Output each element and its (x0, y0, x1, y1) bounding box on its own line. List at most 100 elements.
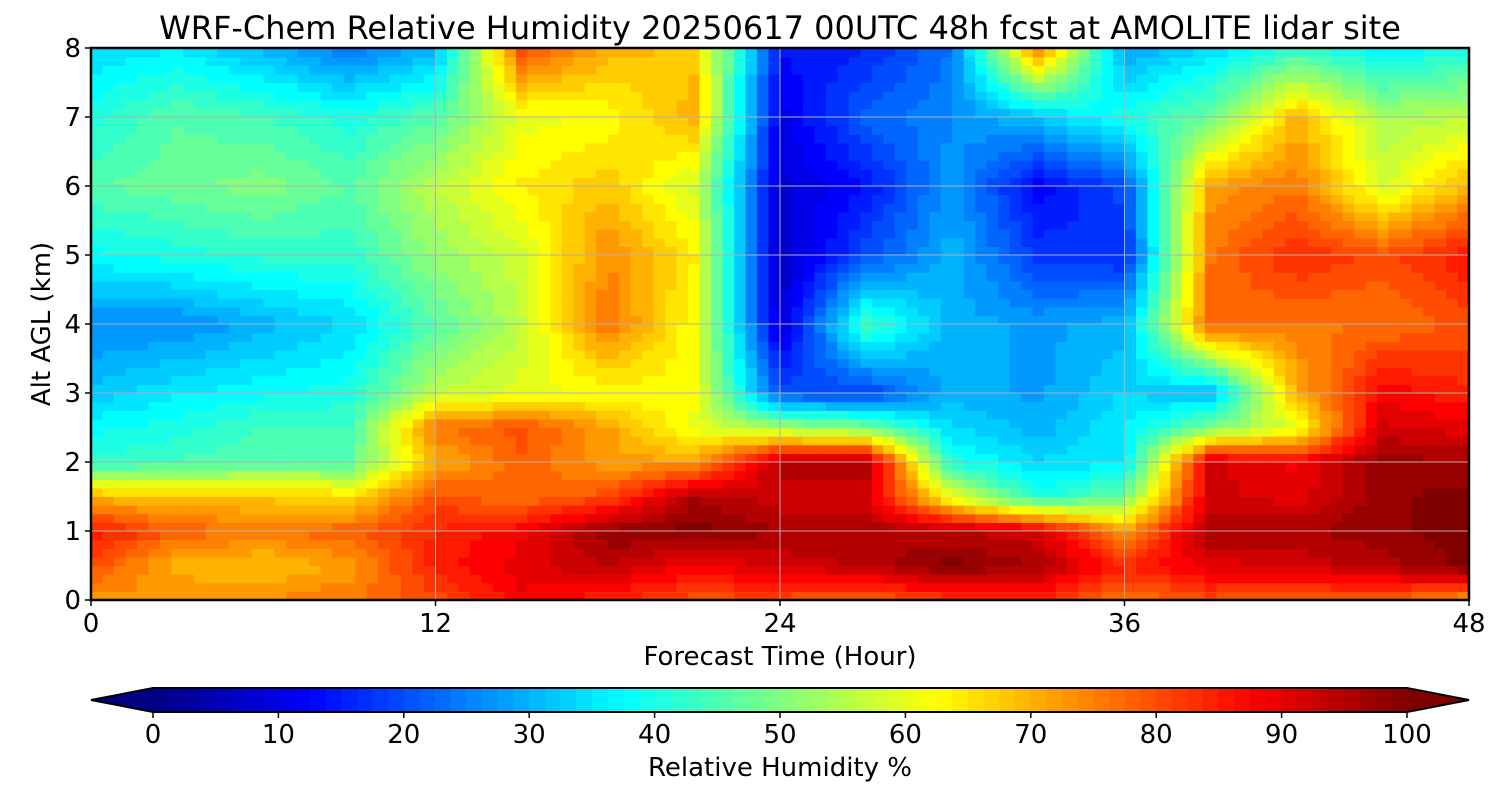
heatmap-cell (91, 470, 104, 480)
heatmap-cell (734, 341, 747, 351)
heatmap-cell (722, 393, 735, 403)
heatmap-cell (768, 556, 781, 567)
heatmap-cell (286, 332, 299, 342)
heatmap-cell (424, 591, 437, 600)
heatmap-cell (894, 505, 907, 515)
heatmap-cell (1296, 487, 1309, 498)
heatmap-cell (355, 574, 368, 584)
heatmap-cell (435, 375, 448, 385)
heatmap-cell (515, 436, 528, 446)
heatmap-cell (538, 272, 551, 282)
heatmap-cell (596, 591, 609, 600)
heatmap-cell (768, 496, 781, 506)
heatmap-cell (848, 332, 861, 342)
heatmap-cell (607, 427, 620, 437)
heatmap-cell (676, 531, 689, 541)
heatmap-cell (1285, 487, 1298, 498)
heatmap-cell (871, 367, 884, 377)
heatmap-cell (366, 531, 379, 541)
heatmap-cell (1365, 444, 1378, 454)
heatmap-cell (917, 410, 930, 420)
heatmap-cell (860, 462, 873, 472)
heatmap-cell (1365, 332, 1378, 342)
heatmap-cell (171, 539, 184, 549)
heatmap-cell (1331, 401, 1344, 411)
heatmap-cell (389, 358, 402, 368)
heatmap-cell (1250, 401, 1263, 411)
heatmap-cell (1032, 505, 1045, 515)
heatmap-cell (1009, 487, 1022, 498)
heatmap-cell (1124, 539, 1137, 549)
heatmap-cell (389, 444, 402, 454)
heatmap-cell (573, 427, 586, 437)
heatmap-cell (113, 298, 127, 308)
heatmap-cell (343, 574, 356, 584)
heatmap-cell (1101, 375, 1114, 385)
heatmap-cell (998, 384, 1011, 394)
heatmap-cell (389, 427, 402, 437)
heatmap-cell (412, 341, 425, 351)
heatmap-cell (573, 393, 586, 403)
heatmap-cell (998, 462, 1011, 472)
heatmap-cell (194, 556, 207, 567)
heatmap-cell (320, 246, 333, 256)
heatmap-cell (1227, 539, 1240, 549)
heatmap-cell (1400, 505, 1413, 515)
heatmap-cell (240, 384, 253, 394)
heatmap-cell (940, 401, 953, 411)
heatmap-cell (814, 479, 827, 489)
heatmap-cell (515, 263, 528, 273)
heatmap-cell (722, 358, 735, 368)
heatmap-cell (780, 496, 793, 506)
heatmap-cell (998, 315, 1011, 325)
heatmap-cell (1204, 349, 1217, 360)
heatmap-cell (1021, 418, 1034, 429)
heatmap-cell (940, 548, 953, 558)
heatmap-cell (814, 298, 827, 308)
heatmap-cell (929, 479, 942, 489)
heatmap-cell (1021, 462, 1034, 472)
heatmap-cell (676, 505, 689, 515)
heatmap-cell (378, 367, 391, 377)
heatmap-cell (1400, 539, 1413, 549)
heatmap-cell (481, 384, 494, 394)
heatmap-cell (1216, 418, 1229, 429)
heatmap-cell (699, 565, 712, 575)
heatmap-cell (228, 306, 241, 316)
heatmap-cell (527, 565, 540, 575)
heatmap-cell (1204, 358, 1217, 368)
heatmap-cell (1262, 462, 1275, 472)
heatmap-cell (883, 375, 896, 385)
heatmap-cell (286, 298, 299, 308)
heatmap-cell (171, 487, 184, 498)
heatmap-cell (722, 384, 735, 394)
heatmap-cell (102, 453, 115, 463)
heatmap-cell (1285, 453, 1298, 463)
heatmap-cell (1090, 324, 1103, 334)
heatmap-cell (573, 289, 586, 299)
heatmap-cell (1365, 315, 1378, 325)
heatmap-cell (561, 539, 574, 549)
heatmap-cell (1239, 263, 1252, 273)
heatmap-cell (469, 367, 483, 377)
heatmap-cell (1055, 548, 1068, 558)
heatmap-cell (1342, 298, 1355, 308)
heatmap-cell (1216, 591, 1229, 600)
heatmap-cell (757, 289, 770, 299)
heatmap-cell (217, 436, 230, 446)
heatmap-cell (1239, 453, 1252, 463)
heatmap-cell (240, 410, 253, 420)
heatmap-cell (481, 255, 494, 265)
heatmap-cell (1250, 315, 1263, 325)
heatmap-cell (711, 556, 724, 567)
heatmap-cell (734, 470, 747, 480)
heatmap-cell (642, 393, 655, 403)
heatmap-cell (550, 324, 563, 334)
heatmap-cell (1055, 462, 1068, 472)
heatmap-cell (1135, 393, 1149, 403)
heatmap-cell (848, 401, 861, 411)
heatmap-cell (205, 513, 218, 523)
heatmap-cell (515, 531, 528, 541)
heatmap-cell (665, 358, 678, 368)
heatmap-cell (1285, 444, 1298, 454)
